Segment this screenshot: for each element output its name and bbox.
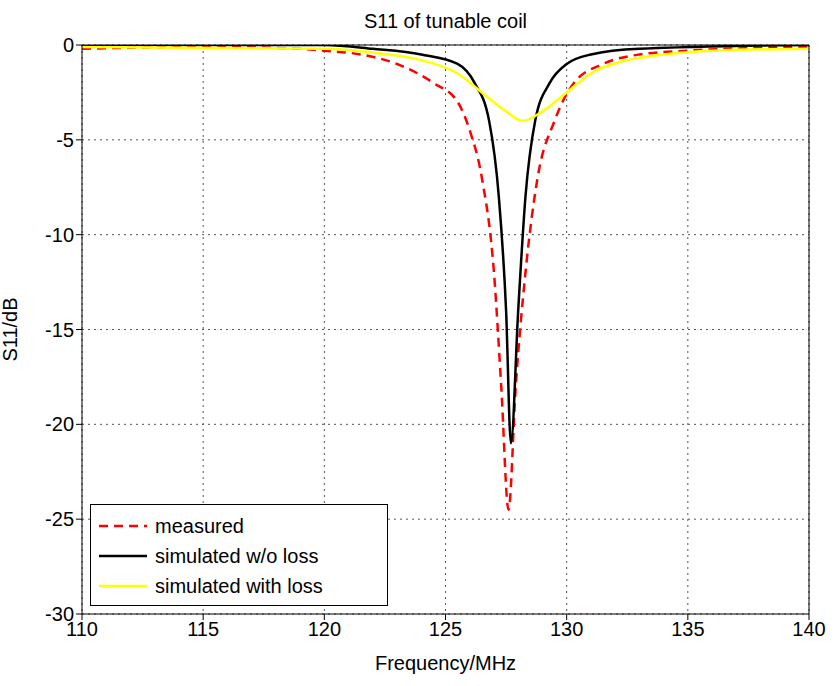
svg-text:120: 120	[308, 618, 341, 640]
svg-text:110: 110	[66, 618, 98, 641]
svg-text:S11/dB: S11/dB	[0, 297, 21, 361]
html-text:measured: measured	[155, 514, 244, 537]
html-text:simulated with loss: simulated with loss	[155, 574, 323, 597]
svg-text:-20: -20	[45, 413, 74, 435]
svg-text:-5: -5	[56, 129, 74, 151]
html-text:S11 of tunable coil: S11 of tunable coil	[364, 10, 527, 32]
svg-text:115: 115	[187, 618, 219, 640]
svg-text:-15: -15	[45, 319, 74, 341]
svg-text:135: 135	[671, 618, 704, 640]
html-text:simulated w/o loss: simulated w/o loss	[155, 544, 319, 567]
svg-text:140: 140	[792, 618, 825, 640]
svg-text:125: 125	[429, 618, 462, 640]
svg-text:130: 130	[550, 618, 583, 640]
svg-text:-25: -25	[45, 508, 74, 530]
svg-text:Frequency/MHz: Frequency/MHz	[375, 652, 516, 674]
svg-text:-10: -10	[45, 224, 74, 246]
svg-text:-30: -30	[45, 603, 74, 625]
svg-text:0: 0	[63, 34, 74, 56]
